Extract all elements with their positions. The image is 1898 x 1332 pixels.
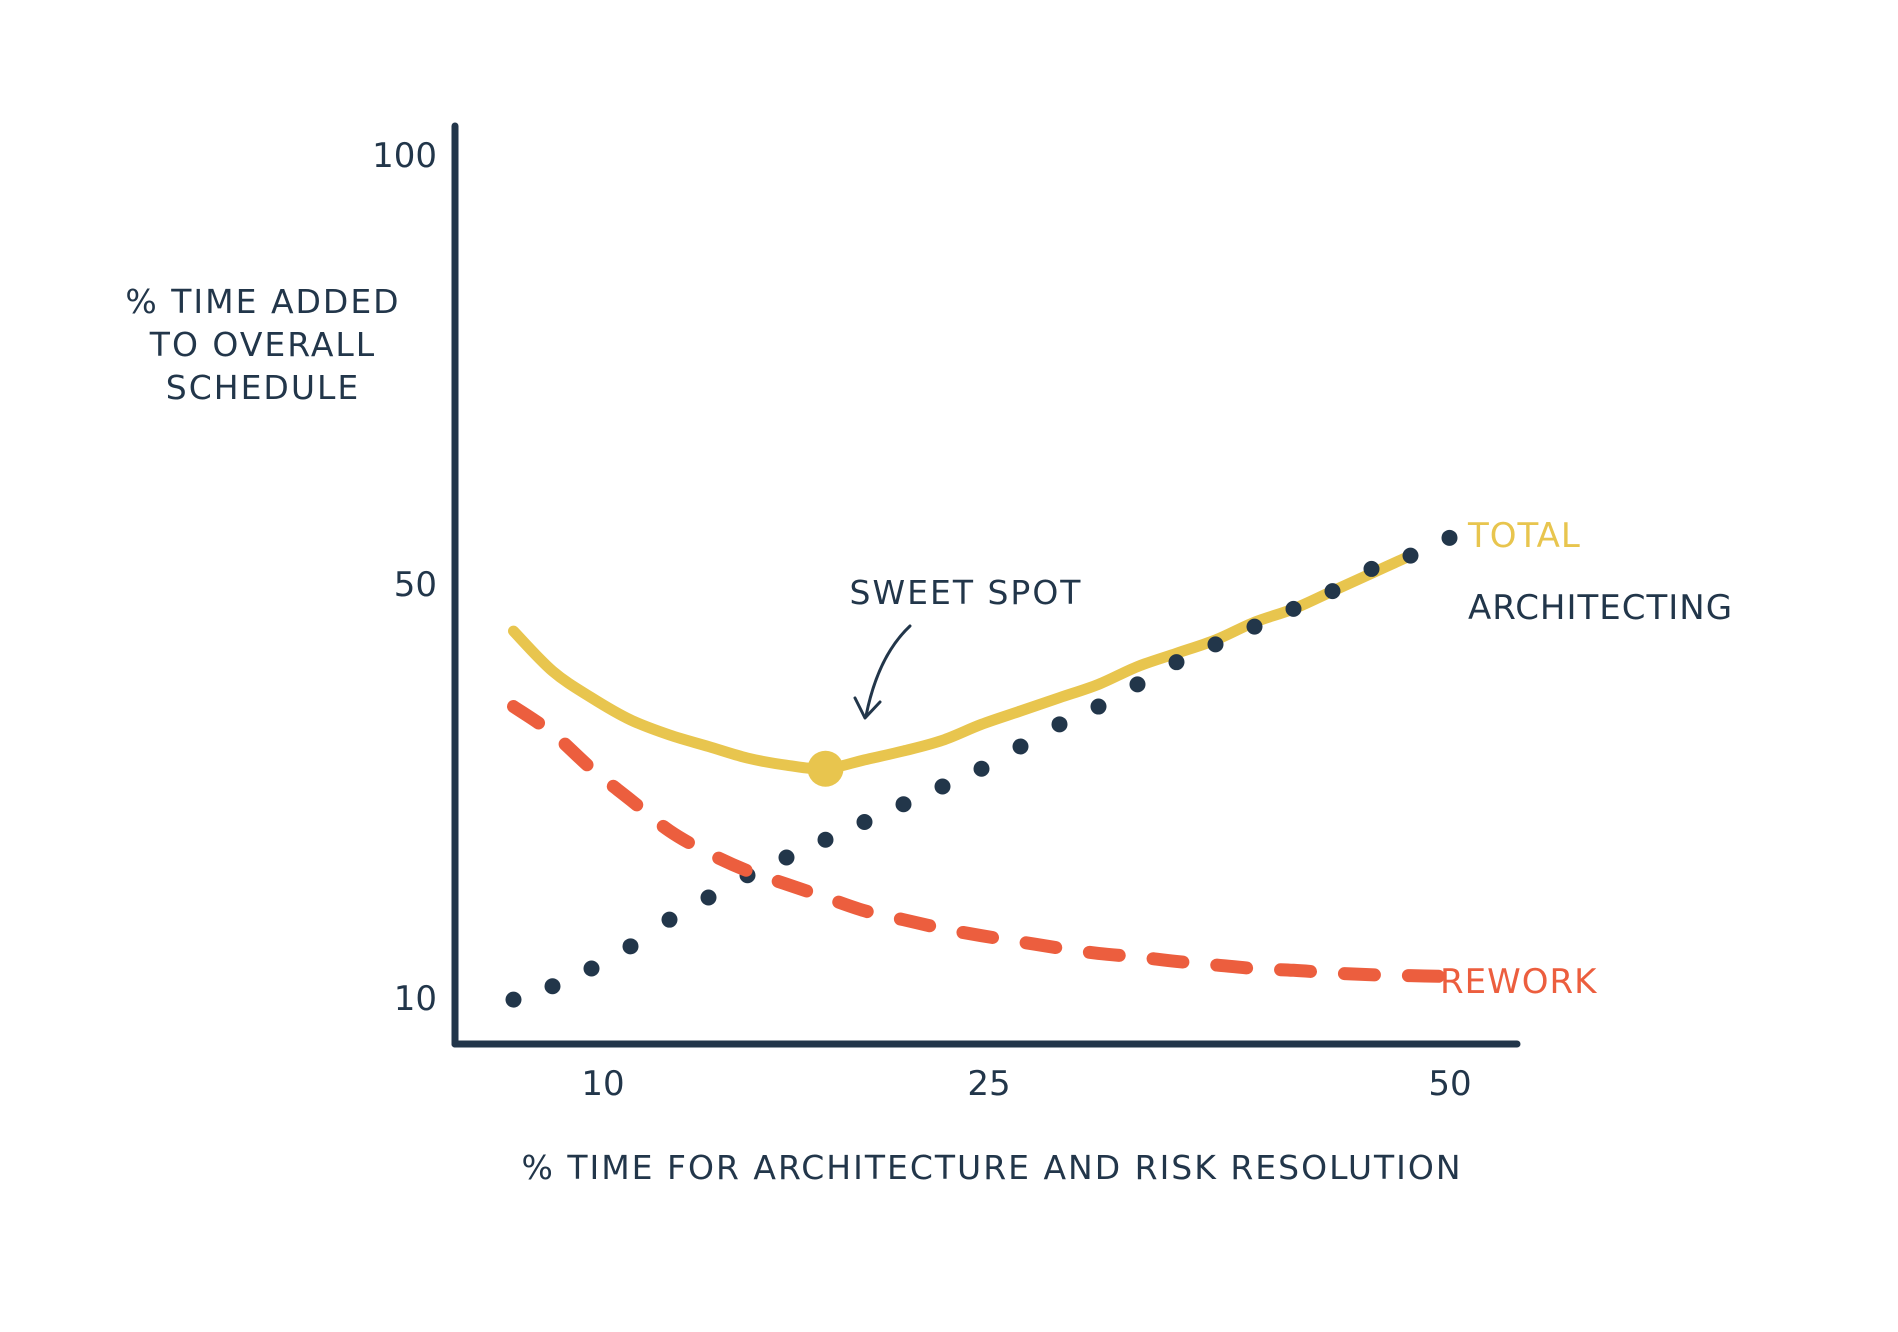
y-tick-10: 10: [394, 979, 437, 1019]
series-architecting-point-16: [1129, 676, 1146, 693]
series-architecting-point-8: [817, 831, 834, 848]
x-tick-labels: 10 25 50: [581, 1064, 1471, 1104]
series-architecting-point-17: [1168, 654, 1185, 671]
series-architecting-point-15: [1090, 698, 1107, 715]
x-tick-50: 50: [1428, 1064, 1471, 1104]
series-architecting-point-19: [1246, 618, 1263, 635]
sweet-spot-arrowhead-icon: [853, 696, 882, 720]
series-architecting-point-22: [1363, 560, 1380, 577]
x-tick-25: 25: [967, 1064, 1010, 1104]
y-axis-title-line-2: TO OVERALL: [149, 325, 376, 364]
series-architecting-point-24: [1441, 529, 1458, 546]
y-axis-title: % TIME ADDED TO OVERALL SCHEDULE: [125, 282, 400, 407]
y-axis-title-line-1: % TIME ADDED: [125, 282, 400, 321]
sweet-spot-annotation: SWEET SPOT: [850, 573, 1083, 720]
series-architecting-point-21: [1324, 583, 1341, 600]
series-architecting-point-9: [856, 814, 873, 830]
series-labels: TOTAL ARCHITECTING REWORK: [1440, 516, 1733, 1002]
axes: [451, 122, 1521, 1048]
series-label-rework: REWORK: [1440, 962, 1598, 1002]
series-architecting-point-2: [583, 960, 600, 977]
sweet-spot-label: SWEET SPOT: [850, 573, 1083, 612]
series-architecting-point-13: [1012, 738, 1029, 755]
series-architecting-point-0: [505, 991, 522, 1008]
y-tick-labels: 100 50 10: [372, 136, 437, 1019]
series-architecting-point-18: [1207, 636, 1224, 653]
series-architecting-point-20: [1285, 600, 1302, 617]
series-layer: [505, 529, 1458, 1008]
series-architecting-point-5: [700, 889, 717, 906]
y-axis-title-line-3: SCHEDULE: [166, 368, 360, 407]
series-label-total: TOTAL: [1467, 516, 1581, 556]
series-architecting-point-1: [544, 978, 561, 995]
series-architecting-point-23: [1402, 547, 1419, 564]
y-tick-100: 100: [372, 136, 437, 176]
series-rework-line: [507, 700, 1456, 984]
series-label-architecting: ARCHITECTING: [1468, 588, 1733, 628]
sweet-spot-arrow-icon: [864, 624, 912, 718]
series-architecting-point-7: [778, 849, 795, 866]
series-architecting-point-10: [895, 796, 912, 813]
series-architecting-point-3: [622, 938, 639, 955]
series-architecting-point-11: [934, 778, 951, 795]
sweet-spot-marker: [807, 750, 844, 787]
x-tick-10: 10: [581, 1064, 624, 1104]
series-architecting-point-12: [973, 760, 990, 777]
x-axis-title: % TIME FOR ARCHITECTURE AND RISK RESOLUT…: [521, 1148, 1462, 1187]
y-tick-50: 50: [394, 565, 437, 605]
series-architecting-point-14: [1051, 716, 1068, 733]
series-architecting-point-4: [661, 911, 678, 928]
